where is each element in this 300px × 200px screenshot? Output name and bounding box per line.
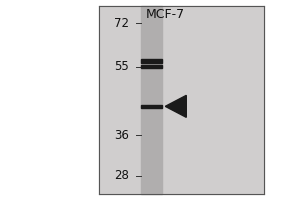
Text: 55: 55: [114, 60, 129, 73]
Bar: [141, 65, 162, 68]
Text: MCF-7: MCF-7: [146, 8, 184, 21]
Text: 36: 36: [114, 129, 129, 142]
Text: 72: 72: [114, 17, 129, 30]
Text: 28: 28: [114, 169, 129, 182]
Bar: [141, 6, 162, 194]
Bar: [99, 6, 264, 194]
Polygon shape: [165, 95, 186, 117]
Bar: [141, 59, 162, 63]
Bar: [141, 105, 162, 108]
